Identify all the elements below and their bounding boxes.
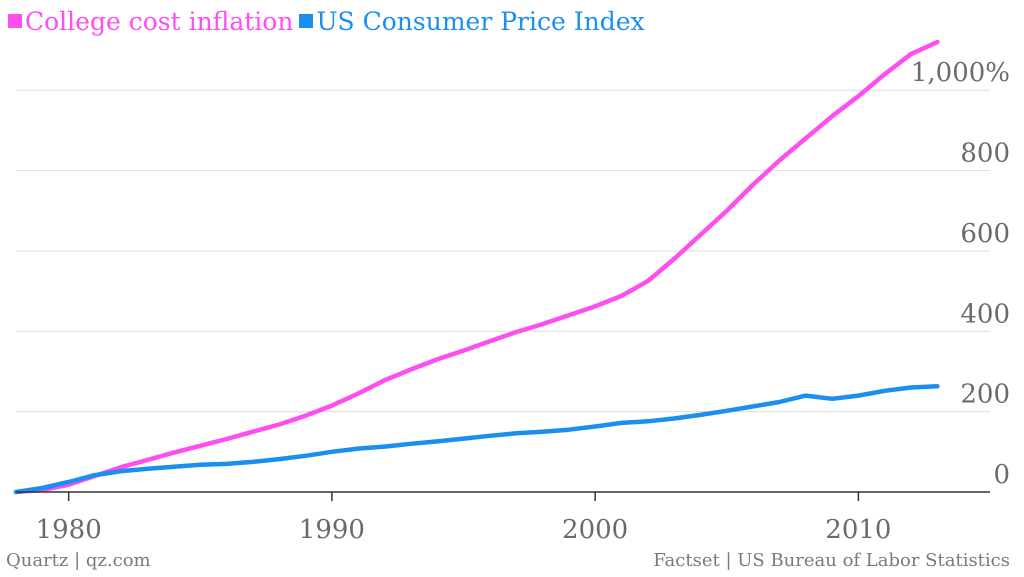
series-lines (13, 39, 940, 495)
gridlines (16, 89, 990, 413)
legend-label: US Consumer Price Index (316, 6, 645, 36)
y-tick-label: 1,000% (911, 58, 1010, 88)
x-tick-label: 2000 (562, 515, 628, 545)
legend-item-1: US Consumer Price Index (299, 6, 645, 36)
legend-swatch-icon (299, 14, 314, 28)
credit-right: Factset | US Bureau of Labor Statistics (653, 550, 1010, 571)
legend-item-0: College cost inflation (8, 7, 293, 36)
y-tick-label: 200 (960, 380, 1010, 410)
y-tick-label: 800 (960, 139, 1010, 169)
y-tick-label: 0 (993, 460, 1010, 490)
series-line-0 (13, 39, 940, 495)
x-tick-label: 2010 (825, 515, 891, 545)
series-line-1 (13, 384, 940, 495)
x-tick-label: 1990 (299, 515, 365, 545)
y-tick-label: 600 (960, 219, 1010, 249)
x-tick-label: 1980 (36, 515, 102, 545)
chart-legend: College cost inflation US Consumer Price … (8, 4, 651, 38)
legend-label: College cost inflation (25, 6, 294, 36)
legend-swatch-icon (8, 14, 22, 28)
y-tick-label: 400 (960, 299, 1010, 329)
axes: 0 200 400 600 800 1,000% 1980 1990 2000 2010 (16, 58, 1010, 545)
credit-left: Quartz | qz.com (6, 550, 151, 571)
